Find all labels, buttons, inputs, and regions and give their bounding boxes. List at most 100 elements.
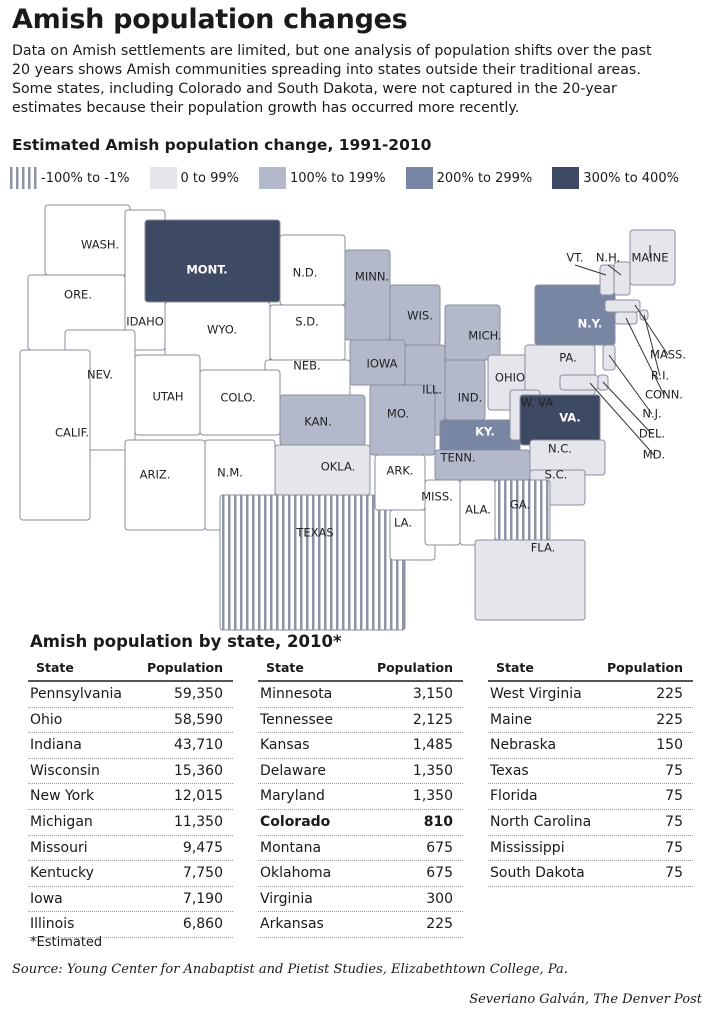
population: 150	[656, 737, 683, 754]
table-row: Indiana 43,710	[28, 733, 233, 759]
legend-label: 0 to 99%	[180, 170, 239, 186]
state-name: Missouri	[30, 839, 88, 856]
state	[559, 374, 599, 391]
state-name: Arkansas	[260, 916, 324, 933]
table-group: State Population Minnesota 3,150 Tennessee 2,…	[258, 660, 463, 938]
state-name: Mississippi	[490, 839, 565, 856]
population: 75	[665, 762, 683, 779]
population: 7,750	[182, 865, 223, 882]
state-label: MONT.	[186, 263, 227, 277]
state-label: N.M.	[217, 466, 243, 480]
state-label: TENN.	[439, 451, 475, 465]
state-label: ALA.	[465, 503, 491, 517]
state	[344, 249, 391, 341]
state	[604, 299, 641, 313]
population: 300	[426, 890, 453, 907]
state-name: South Dakota	[490, 865, 585, 882]
state-label: S.C.	[545, 468, 568, 482]
state-label: PA.	[559, 351, 577, 365]
state-label: NEB.	[293, 359, 320, 373]
table-row: South Dakota 75	[488, 861, 693, 887]
table-row: Maryland 1,350	[258, 784, 463, 810]
state	[474, 539, 586, 621]
state-label: KY.	[475, 425, 495, 439]
title: Amish population changes	[12, 4, 408, 35]
state-label: DEL.	[639, 427, 665, 441]
state-name: Montana	[260, 839, 322, 856]
state	[144, 219, 281, 303]
state-label: MD.	[643, 448, 665, 462]
state-label: MICH.	[468, 329, 501, 343]
table-row: Ohio 58,590	[28, 708, 233, 734]
legend-item: 300% to 400%	[552, 167, 679, 189]
state	[629, 229, 676, 286]
legend-label: 300% to 400%	[583, 170, 679, 186]
state-label: MINN.	[355, 270, 389, 284]
column-header: State	[266, 660, 304, 675]
table-row: West Virginia 225	[488, 682, 693, 708]
state-name: West Virginia	[490, 686, 582, 702]
legend-title: Estimated Amish population change, 1991-…	[12, 136, 432, 154]
column-header: Population	[146, 660, 223, 675]
state-label: OHIO	[495, 371, 525, 385]
table-group: State Population West Virginia 225 Maine 225 N…	[488, 660, 693, 887]
column-header: Population	[376, 660, 453, 675]
state-name: New York	[30, 788, 95, 805]
footnote: *Estimated	[30, 935, 103, 950]
state-label: VT.	[566, 251, 583, 265]
legend-label: -100% to -1%	[41, 170, 130, 186]
population: 75	[665, 813, 683, 830]
population: 11,350	[174, 813, 223, 830]
state-label: ARIZ.	[140, 468, 171, 482]
table-row: Missouri 9,475	[28, 836, 233, 862]
leader-line	[602, 381, 653, 435]
population: 675	[426, 865, 453, 882]
state-label: WASH.	[81, 238, 119, 252]
state-label: R.I.	[651, 369, 669, 383]
population: 6,860	[182, 916, 223, 933]
state-label: N.J.	[642, 407, 661, 421]
state-name: Texas	[490, 762, 529, 779]
state-name: Michigan	[30, 813, 93, 830]
state	[219, 494, 406, 631]
state-label: COLO.	[220, 391, 255, 405]
state-name: Kentucky	[30, 865, 94, 882]
state-name: Iowa	[30, 890, 63, 907]
state-label: ILL.	[422, 383, 442, 397]
table-row: Wisconsin 15,360	[28, 759, 233, 785]
state-label: N.Y.	[578, 317, 603, 331]
legend-swatch	[405, 167, 433, 189]
population: 7,190	[182, 890, 223, 907]
population: 675	[426, 839, 453, 856]
legend-item: -100% to -1%	[10, 167, 130, 189]
state-label: MASS.	[650, 348, 686, 362]
population: 43,710	[174, 737, 223, 754]
state-label: KAN.	[304, 415, 331, 429]
state-name: Nebraska	[490, 737, 557, 754]
state-label: WYO.	[207, 323, 237, 337]
table-row: Iowa 7,190	[28, 887, 233, 913]
table-row: North Carolina 75	[488, 810, 693, 836]
state-name: Virginia	[260, 890, 313, 907]
state-label: CALIF.	[55, 426, 89, 440]
state-label: IND.	[458, 391, 483, 405]
table-group: State Population Pennsylvania 59,350 Ohio 58,…	[28, 660, 233, 938]
table-row: Delaware 1,350	[258, 759, 463, 785]
population: 75	[665, 839, 683, 856]
table-header: State Population	[28, 660, 233, 682]
state-name: Florida	[490, 788, 538, 805]
population: 225	[656, 711, 683, 728]
state-name: Indiana	[30, 737, 82, 754]
table-row: New York 12,015	[28, 784, 233, 810]
state-label: GA.	[510, 498, 530, 512]
legend-swatch	[10, 167, 37, 189]
table-row: Michigan 11,350	[28, 810, 233, 836]
state	[269, 304, 346, 361]
population: 3,150	[412, 686, 453, 702]
intro-line: Some states, including Colorado and Sout…	[12, 81, 617, 97]
table-row: Pennsylvania 59,350	[28, 682, 233, 708]
leader-line	[643, 314, 661, 377]
table-row: Oklahoma 675	[258, 861, 463, 887]
population: 1,350	[412, 762, 453, 779]
state-label: S.D.	[295, 315, 318, 329]
